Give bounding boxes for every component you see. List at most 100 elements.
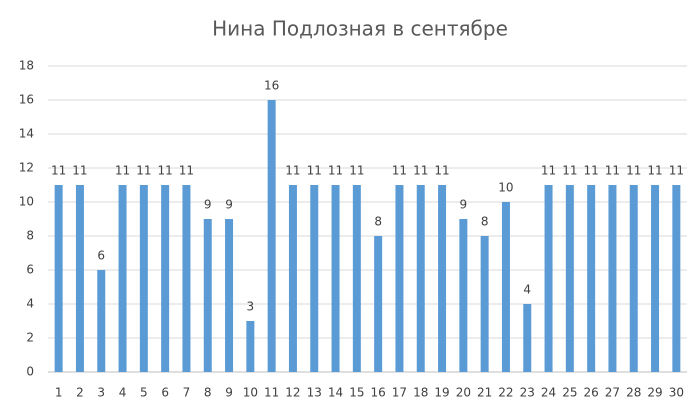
x-tick-label: 9 — [225, 386, 233, 400]
x-tick-label: 17 — [392, 386, 407, 400]
x-tick-label: 3 — [97, 386, 105, 400]
x-tick-label: 30 — [669, 386, 684, 400]
y-tick-label: 16 — [19, 93, 34, 107]
data-label: 11 — [115, 164, 130, 178]
x-tick-label: 23 — [520, 386, 535, 400]
data-label: 16 — [264, 79, 279, 93]
x-tick-label: 11 — [264, 386, 279, 400]
y-tick-label: 4 — [26, 297, 34, 311]
bar — [672, 185, 681, 372]
data-label: 9 — [460, 198, 468, 212]
bar — [161, 185, 170, 372]
x-tick-label: 15 — [349, 386, 364, 400]
bar — [459, 219, 468, 372]
chart-title: Нина Подлозная в сентябре — [212, 17, 508, 41]
data-label: 11 — [179, 164, 194, 178]
x-tick-label: 14 — [328, 386, 343, 400]
data-label: 8 — [374, 215, 382, 229]
bar — [267, 100, 276, 372]
x-tick-label: 4 — [119, 386, 127, 400]
y-tick-label: 18 — [19, 59, 34, 73]
data-label: 4 — [523, 283, 531, 297]
bar — [501, 202, 510, 372]
y-tick-label: 8 — [26, 229, 34, 243]
x-tick-label: 5 — [140, 386, 148, 400]
data-label: 11 — [434, 164, 449, 178]
bar — [246, 321, 255, 372]
y-tick-label: 0 — [26, 365, 34, 379]
bar — [587, 185, 596, 372]
bar — [544, 185, 553, 372]
data-label: 11 — [392, 164, 407, 178]
data-label: 11 — [647, 164, 662, 178]
x-tick-label: 26 — [584, 386, 599, 400]
bar — [374, 236, 383, 372]
data-label: 11 — [562, 164, 577, 178]
x-tick-label: 18 — [413, 386, 428, 400]
y-tick-label: 6 — [26, 263, 34, 277]
x-tick-label: 19 — [434, 386, 449, 400]
bar — [629, 185, 638, 372]
x-tick-label: 27 — [605, 386, 620, 400]
bar — [139, 185, 148, 372]
x-tick-label: 16 — [371, 386, 386, 400]
x-tick-label: 1 — [55, 386, 63, 400]
data-label: 11 — [158, 164, 173, 178]
data-label: 11 — [584, 164, 599, 178]
x-tick-label: 24 — [541, 386, 556, 400]
bar — [54, 185, 63, 372]
bar — [352, 185, 361, 372]
data-label: 11 — [541, 164, 556, 178]
bar — [310, 185, 319, 372]
bar — [416, 185, 425, 372]
x-tick-label: 22 — [498, 386, 513, 400]
data-label: 11 — [349, 164, 364, 178]
bar — [608, 185, 617, 372]
bar — [480, 236, 489, 372]
x-tick-label: 21 — [477, 386, 492, 400]
data-label: 9 — [204, 198, 212, 212]
x-tick-label: 6 — [161, 386, 169, 400]
x-tick-label: 7 — [183, 386, 191, 400]
data-label: 11 — [626, 164, 641, 178]
data-label: 11 — [605, 164, 620, 178]
bar — [182, 185, 191, 372]
bar — [331, 185, 340, 372]
data-label: 8 — [481, 215, 489, 229]
bar — [203, 219, 212, 372]
x-tick-label: 10 — [243, 386, 258, 400]
data-label: 11 — [136, 164, 151, 178]
data-label: 3 — [247, 300, 255, 314]
data-label: 6 — [97, 249, 105, 263]
x-tick-label: 2 — [76, 386, 84, 400]
bar — [395, 185, 404, 372]
bar — [438, 185, 447, 372]
data-label: 9 — [225, 198, 233, 212]
y-tick-label: 10 — [19, 195, 34, 209]
bar — [97, 270, 106, 372]
bar — [225, 219, 234, 372]
data-label: 11 — [51, 164, 66, 178]
y-tick-label: 14 — [19, 127, 34, 141]
bar — [565, 185, 574, 372]
bar — [288, 185, 297, 372]
data-label: 11 — [328, 164, 343, 178]
bar — [523, 304, 532, 372]
x-tick-label: 20 — [456, 386, 471, 400]
data-label: 11 — [307, 164, 322, 178]
x-tick-label: 13 — [307, 386, 322, 400]
data-label: 11 — [669, 164, 684, 178]
x-tick-label: 28 — [626, 386, 641, 400]
data-label: 11 — [72, 164, 87, 178]
bar — [118, 185, 127, 372]
x-tick-label: 12 — [285, 386, 300, 400]
bar — [651, 185, 660, 372]
x-tick-label: 25 — [562, 386, 577, 400]
x-tick-label: 29 — [647, 386, 662, 400]
data-label: 11 — [285, 164, 300, 178]
data-label: 10 — [498, 181, 513, 195]
y-tick-label: 12 — [19, 161, 34, 175]
x-tick-label: 8 — [204, 386, 212, 400]
y-tick-label: 2 — [26, 331, 34, 345]
